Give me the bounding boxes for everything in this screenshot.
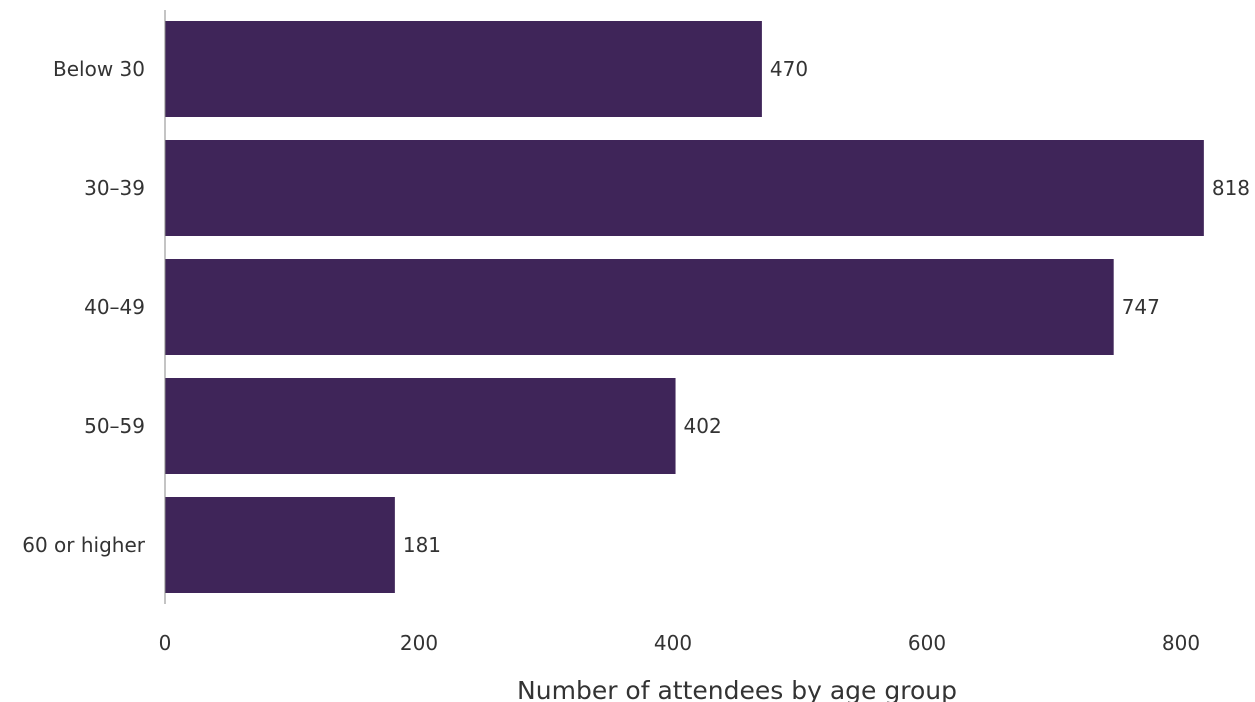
x-tick-label-4: 800 xyxy=(1162,631,1200,655)
bar-0 xyxy=(165,21,762,117)
category-label-2: 40–49 xyxy=(84,295,145,319)
value-label-2: 747 xyxy=(1122,295,1160,319)
category-labels: Below 30 30–39 40–49 50–59 60 or higher xyxy=(22,57,146,557)
bars xyxy=(165,21,1204,593)
bar-3 xyxy=(165,378,676,474)
category-label-3: 50–59 xyxy=(84,414,145,438)
bar-2 xyxy=(165,259,1114,355)
value-labels: 470 818 747 402 181 xyxy=(403,57,1250,557)
category-label-4: 60 or higher xyxy=(22,533,146,557)
x-axis-ticks: 0 200 400 600 800 xyxy=(159,631,1200,655)
x-tick-label-2: 400 xyxy=(654,631,692,655)
x-tick-label-1: 200 xyxy=(400,631,438,655)
x-axis-title: Number of attendees by age group xyxy=(517,676,957,702)
x-tick-label-0: 0 xyxy=(159,631,172,655)
value-label-0: 470 xyxy=(770,57,808,81)
category-label-0: Below 30 xyxy=(53,57,145,81)
x-tick-label-3: 600 xyxy=(908,631,946,655)
value-label-1: 818 xyxy=(1212,176,1250,200)
value-label-3: 402 xyxy=(684,414,722,438)
bar-4 xyxy=(165,497,395,593)
value-label-4: 181 xyxy=(403,533,441,557)
category-label-1: 30–39 xyxy=(84,176,145,200)
bar-1 xyxy=(165,140,1204,236)
